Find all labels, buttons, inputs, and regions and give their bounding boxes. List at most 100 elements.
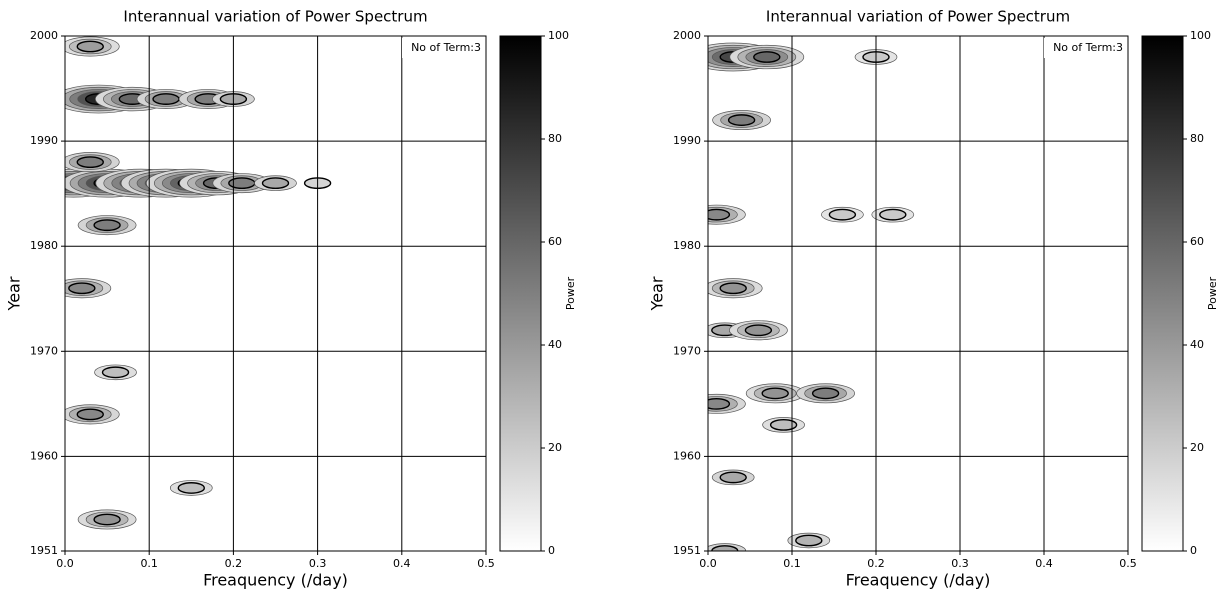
contour-level — [753, 51, 781, 63]
chart-panel: 0.0 0.1 0.2 0.3 0.4 0.5 1951 1960 1970 1980 1990 20… — [648, 8, 1220, 590]
chart-title: Interannual variation of Power Spectrum — [123, 8, 427, 26]
colorbar-tick-label: 80 — [548, 132, 562, 145]
plot-area — [65, 36, 486, 551]
contour-level — [93, 219, 121, 232]
contour-level — [177, 482, 206, 494]
contour-level — [261, 177, 290, 190]
contour-peak — [65, 36, 120, 57]
annotation-box — [402, 38, 484, 58]
contour-level — [93, 513, 121, 526]
axes-frame — [64, 35, 487, 552]
y-tick-label: 1990 — [30, 134, 58, 147]
x-axis-label: Freaquency (/day) — [846, 571, 991, 590]
contour-peak — [762, 417, 805, 433]
contour-level — [719, 471, 747, 484]
x-tick-label: 0.5 — [477, 557, 495, 570]
colorbar-tick-label: 60 — [1190, 235, 1204, 248]
colorbar-tick-label: 40 — [1190, 338, 1204, 351]
contour-level — [811, 387, 840, 400]
annotation-box — [1044, 38, 1126, 58]
contour-field — [65, 36, 332, 530]
contour-level — [708, 208, 731, 221]
contour-peak — [77, 509, 137, 530]
contour-peak — [708, 204, 746, 225]
colorbar-tick-label: 0 — [548, 544, 555, 557]
chart-panel: 0.0 0.1 0.2 0.3 0.4 0.5 1951 1960 1970 1980 1990 20… — [5, 8, 578, 590]
contour-peak — [708, 278, 763, 299]
contour-level — [76, 156, 104, 169]
contour-level — [76, 40, 104, 53]
contour-peak — [708, 393, 746, 414]
annotation: No of Term:3 — [411, 41, 481, 54]
contour-peak — [729, 44, 805, 70]
colorbar — [499, 35, 542, 552]
contour-peak — [65, 152, 120, 173]
contour-peak — [254, 175, 297, 191]
y-tick-label: 1980 — [673, 239, 701, 252]
contour-peak — [787, 532, 831, 549]
y-tick-label: 1970 — [30, 344, 58, 357]
x-axis-label: Freaquency (/day) — [203, 571, 348, 590]
colorbar-tick-label: 20 — [1190, 441, 1204, 454]
contour-level — [727, 114, 756, 126]
contour-level — [795, 534, 823, 547]
contour-level — [68, 282, 96, 295]
contour-peak — [65, 278, 112, 299]
y-tick-label: 1980 — [30, 239, 58, 252]
colorbar-label: Power — [564, 276, 577, 310]
contour-level — [769, 418, 798, 431]
colorbar-tick-label: 100 — [1190, 29, 1211, 42]
contour-peak — [745, 383, 805, 404]
colorbar-tick-label: 80 — [1190, 132, 1204, 145]
contour-field — [708, 42, 915, 551]
contour-peak — [169, 480, 213, 496]
chart-title: Interannual variation of Power Spectrum — [766, 8, 1070, 26]
contour-level — [744, 324, 773, 337]
y-tick-label: 1960 — [673, 449, 701, 462]
x-tick-label: 0.2 — [867, 557, 885, 570]
x-tick-label: 0.0 — [56, 557, 74, 570]
y-axis-label: Year — [5, 276, 24, 311]
contour-peak — [712, 110, 771, 131]
colorbar-label: Power — [1206, 276, 1219, 310]
x-tick-label: 0.1 — [783, 557, 801, 570]
contour-level — [708, 397, 731, 410]
contour-level — [719, 282, 747, 295]
colorbar — [1141, 35, 1184, 552]
contour-level — [828, 208, 857, 221]
y-tick-label: 2000 — [30, 29, 58, 42]
contour-peak — [821, 206, 864, 223]
contour-level — [152, 93, 180, 105]
x-tick-label: 0.5 — [1119, 557, 1137, 570]
axes-frame — [707, 35, 1129, 552]
x-tick-label: 0.4 — [393, 557, 411, 570]
y-tick-label: 1970 — [673, 344, 701, 357]
colorbar-tick-label: 100 — [548, 29, 569, 42]
contour-peak — [77, 215, 137, 236]
contour-peak — [212, 173, 272, 194]
y-tick-label: 1951 — [30, 544, 58, 557]
x-tick-label: 0.3 — [951, 557, 969, 570]
contour-peak — [796, 383, 855, 404]
contour-peak — [711, 469, 755, 486]
contour-level — [879, 208, 907, 221]
contour-peak — [871, 206, 915, 223]
contour-level — [76, 408, 104, 421]
y-tick-label: 2000 — [673, 29, 701, 42]
contour-level — [101, 366, 130, 379]
contour-level — [761, 387, 789, 400]
contour-peak — [94, 364, 137, 381]
contour-peak — [65, 404, 120, 425]
colorbar-tick-label: 20 — [548, 441, 562, 454]
y-tick-label: 1990 — [673, 134, 701, 147]
y-tick-label: 1960 — [30, 449, 58, 462]
x-tick-label: 0.1 — [140, 557, 158, 570]
x-tick-label: 0.2 — [225, 557, 243, 570]
colorbar-tick-label: 60 — [548, 235, 562, 248]
colorbar-tick-label: 40 — [548, 338, 562, 351]
x-tick-label: 0.4 — [1035, 557, 1053, 570]
colorbar-tick-label: 0 — [1190, 544, 1197, 557]
x-tick-label: 0.3 — [309, 557, 327, 570]
y-tick-label: 1951 — [673, 544, 701, 557]
